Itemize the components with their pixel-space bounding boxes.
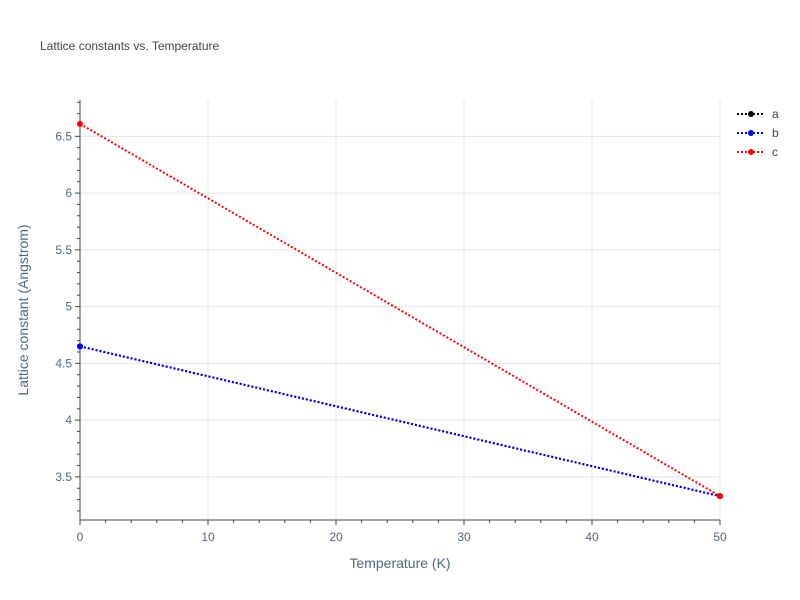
series-c [77, 120, 723, 500]
legend-marker-icon [748, 149, 754, 155]
legend-label: b [772, 126, 779, 140]
x-tick-label: 10 [201, 530, 215, 544]
x-tick-label: 50 [713, 530, 727, 544]
y-tick-label: 4.5 [55, 356, 72, 370]
x-tick-label: 20 [329, 530, 343, 544]
grid [80, 100, 721, 520]
legend-item-c[interactable]: c [737, 145, 778, 159]
data-point-c [77, 120, 83, 127]
data-point-c [717, 493, 723, 500]
x-tick-label: 0 [77, 530, 84, 544]
legend[interactable]: abc [737, 107, 779, 159]
y-tick-label: 5.5 [55, 243, 72, 257]
series-layer [77, 120, 723, 500]
chart-title: Lattice constants vs. Temperature [40, 39, 220, 53]
legend-item-b[interactable]: b [737, 126, 779, 140]
legend-label: a [772, 107, 779, 121]
legend-label: c [772, 145, 778, 159]
y-tick-label: 4 [65, 413, 72, 427]
series-line-b [79, 345, 721, 498]
x-axis-label: Temperature (K) [349, 555, 450, 571]
legend-marker-icon [748, 130, 754, 136]
data-point-b [77, 343, 83, 350]
y-tick-label: 3.5 [55, 470, 72, 484]
x-tick-label: 30 [457, 530, 471, 544]
legend-marker-icon [748, 111, 754, 117]
series-line-c [79, 122, 721, 498]
y-tick-label: 6.5 [55, 129, 72, 143]
x-tick-label: 40 [585, 530, 599, 544]
axes: 0 10 20 30 40 50 3.5 4 4.5 5 5.5 6 6.5 [55, 100, 727, 544]
series-b [77, 343, 723, 500]
y-tick-label: 5 [65, 300, 72, 314]
y-axis-label: Lattice constant (Angstrom) [15, 224, 31, 395]
y-tick-label: 6 [65, 186, 72, 200]
legend-item-a[interactable]: a [737, 107, 779, 121]
